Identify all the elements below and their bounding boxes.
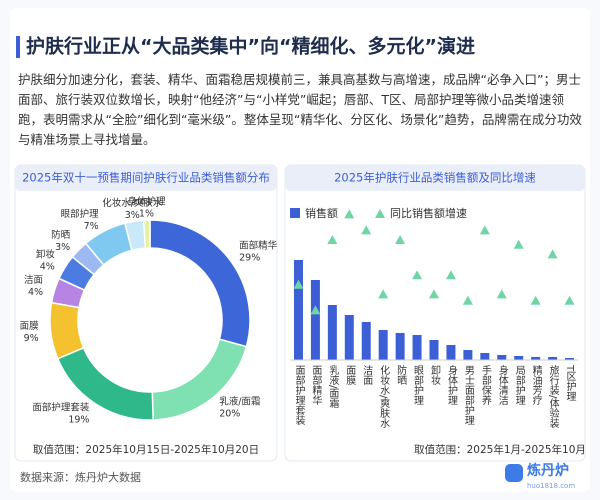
slice-label: 面部护理套装 [32,402,90,414]
slice-value: 4% [28,287,43,298]
slice-label: 眼部护理 [61,208,100,220]
bar [344,315,354,360]
bar [531,357,541,360]
chart-note: 取值范围：2025年10月15日-2025年10月20日 [33,443,259,456]
slice-value: 7% [84,221,99,232]
bar [446,345,456,360]
slice-label: 乳液/面霜 [219,396,260,408]
slice-value: 20% [219,409,240,420]
growth-marker [310,305,321,315]
x-tick-label: 男士面部护理 [462,365,474,425]
growth-marker [344,209,355,219]
bar [565,358,575,360]
logo-url: huo1818.com [527,482,575,490]
bar [514,356,524,360]
description: 护肤细分加速分化，套装、精华、面霜稳居规模前三，兼具高基数与高增速，成品牌“必争… [18,72,582,147]
growth-marker [564,295,575,305]
legend-label: 同比销售额增速 [390,206,467,220]
slice-label: 面膜 [20,321,40,332]
donut-slice [49,301,85,360]
slice-value: 19% [68,415,89,426]
growth-marker [496,289,507,299]
slice-value: 3% [55,242,70,253]
x-tick-label: 眼部护理 [412,365,424,405]
x-tick-label: 洁面 [361,364,373,386]
slice-label: 防晒 [51,229,70,241]
bar [395,333,405,360]
page-title: 护肤行业正从“大品类集中”向“精细化、多元化”演进 [26,35,475,58]
bar [463,350,473,360]
growth-marker [395,235,406,244]
bar [361,322,371,360]
left-panel-header [15,165,277,191]
growth-marker [479,225,490,235]
x-tick-label: 身体清洁 [496,364,508,406]
bar [378,330,388,360]
growth-marker [445,270,456,280]
bar [548,357,558,360]
slice-label: 卸妆 [36,248,56,260]
bar [293,260,303,360]
slice-label: 身体护理 [127,196,166,208]
slice-label: 化妆水/爽肤水 [102,197,163,209]
logo: 炼丹炉 [527,462,569,479]
bar [497,355,507,360]
growth-marker [513,239,524,249]
slice-value: 4% [40,261,55,272]
x-tick-label: 面部护理套装 [293,365,305,426]
bar [412,335,422,360]
right-panel-header [285,165,585,191]
x-tick-label: 卸妆 [429,364,441,386]
slice-value: 1% [139,209,154,220]
x-tick-label: 乳液/面霜 [327,364,339,409]
growth-marker [412,270,423,280]
bar [429,340,439,360]
growth-marker [327,235,338,244]
x-tick-label: 面部精华 [310,365,322,406]
source: 数据来源：炼丹炉大数据 [20,470,141,484]
x-tick-label: 面膜 [344,365,356,386]
slice-label: 洁面 [24,274,43,286]
x-tick-label: 手部保养 [479,364,491,406]
legend-swatch [375,209,385,218]
slice-value: 29% [239,253,260,264]
x-tick-label: 防晒 [395,364,407,386]
chart-note: 取值范围：2025年1月-2025年10月 [414,443,586,456]
x-tick-label: T区护理 [564,364,576,401]
donut-slice [142,219,151,249]
x-tick-label: 身体护理 [445,364,457,405]
slice-value: 9% [24,333,39,344]
slice-label: 面部精华 [239,240,278,252]
growth-marker [378,289,389,299]
bar [480,353,490,360]
growth-marker [530,295,541,305]
growth-marker [293,279,304,289]
x-tick-label: 化妆水/爽肤水 [378,364,390,429]
bar [327,305,337,360]
legend-label: 销售额 [305,206,338,220]
x-tick-label: 局部护理 [513,365,525,405]
logo-icon [505,464,523,482]
chart-title: 2025年护肤行业品类销售额及同比增速 [334,171,536,185]
bar [310,280,320,360]
growth-marker [462,295,473,305]
chart-title: 2025年双十一预售期间护肤行业品类销售额分布 [22,171,270,185]
x-tick-label: 精油芳疗 [530,364,542,406]
growth-marker [547,249,558,259]
title-accent [16,36,20,58]
x-tick-label: 旅行装/体验装 [547,364,559,429]
growth-marker [361,225,372,235]
growth-marker [429,289,439,299]
slice-value: 3% [125,210,140,221]
legend-swatch [290,208,300,218]
